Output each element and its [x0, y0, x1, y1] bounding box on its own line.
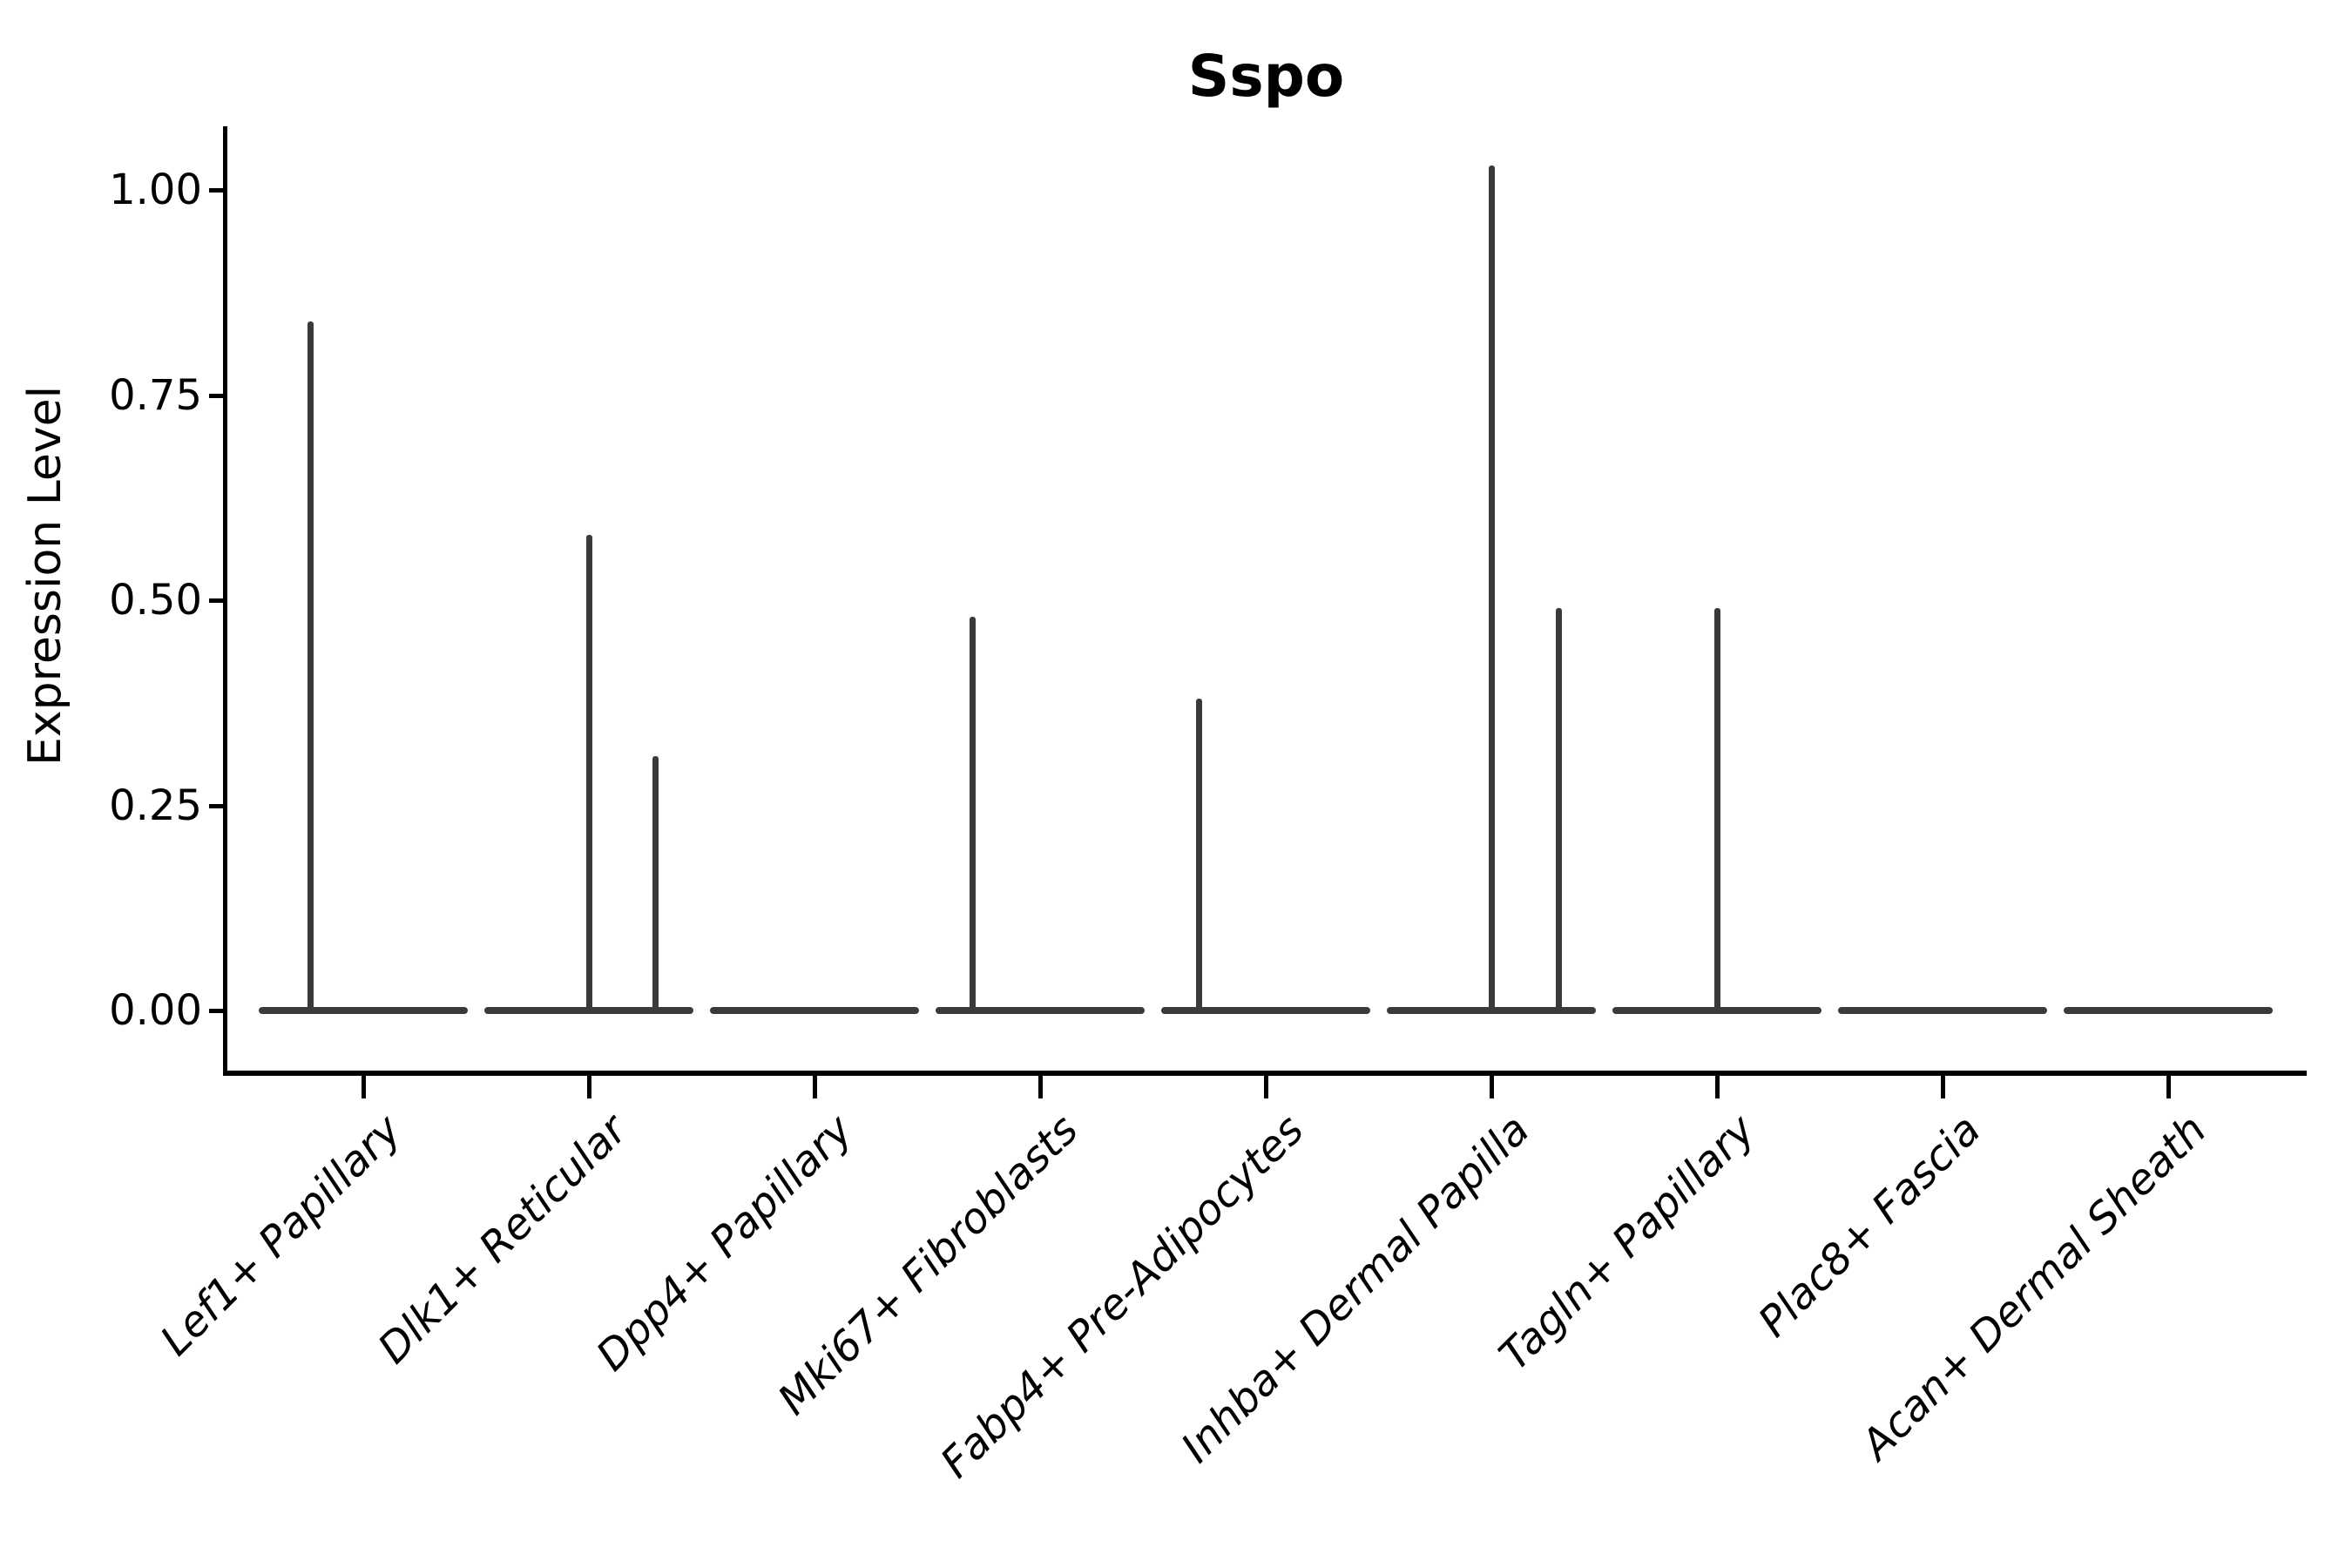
y-tick — [209, 598, 223, 603]
violin-body — [2064, 1007, 2273, 1014]
x-tick — [1264, 1076, 1268, 1098]
x-tick — [1715, 1076, 1720, 1098]
y-tick-label: 0.00 — [109, 986, 202, 1035]
violin-spike — [1195, 699, 1202, 1010]
violin-spike — [585, 534, 592, 1010]
violin-body — [710, 1007, 919, 1014]
violin-body — [259, 1007, 468, 1014]
violin-body — [1161, 1007, 1370, 1014]
violin-body — [936, 1007, 1145, 1014]
x-tick-label: Lef1+ Papillary — [151, 1105, 411, 1366]
x-tick — [1941, 1076, 1945, 1098]
y-axis-spine — [223, 126, 227, 1076]
x-axis-spine — [223, 1071, 2307, 1076]
violin-spike — [969, 616, 976, 1010]
y-tick — [209, 188, 223, 193]
violin-spike — [652, 755, 659, 1010]
violin-spike — [307, 321, 314, 1010]
y-tick — [209, 1009, 223, 1013]
y-tick-label: 0.25 — [109, 781, 202, 830]
violin-body — [484, 1007, 693, 1014]
y-tick-label: 0.75 — [109, 370, 202, 420]
x-tick — [587, 1076, 591, 1098]
y-tick-label: 1.00 — [109, 166, 202, 214]
violin-body — [1387, 1007, 1596, 1014]
y-tick — [209, 803, 223, 808]
x-tick — [362, 1076, 366, 1098]
x-tick — [813, 1076, 817, 1098]
violin-spike — [1556, 608, 1563, 1010]
violin-body — [1612, 1007, 1821, 1014]
x-tick — [1038, 1076, 1043, 1098]
chart-title: Sspo — [1187, 43, 1345, 110]
violin-spike — [1713, 608, 1720, 1010]
violin-spike — [1488, 165, 1495, 1010]
x-tick — [1490, 1076, 1494, 1098]
x-tick — [2166, 1076, 2171, 1098]
violin-body — [1838, 1007, 2047, 1014]
y-tick-label: 0.50 — [109, 576, 202, 625]
y-tick — [209, 393, 223, 398]
